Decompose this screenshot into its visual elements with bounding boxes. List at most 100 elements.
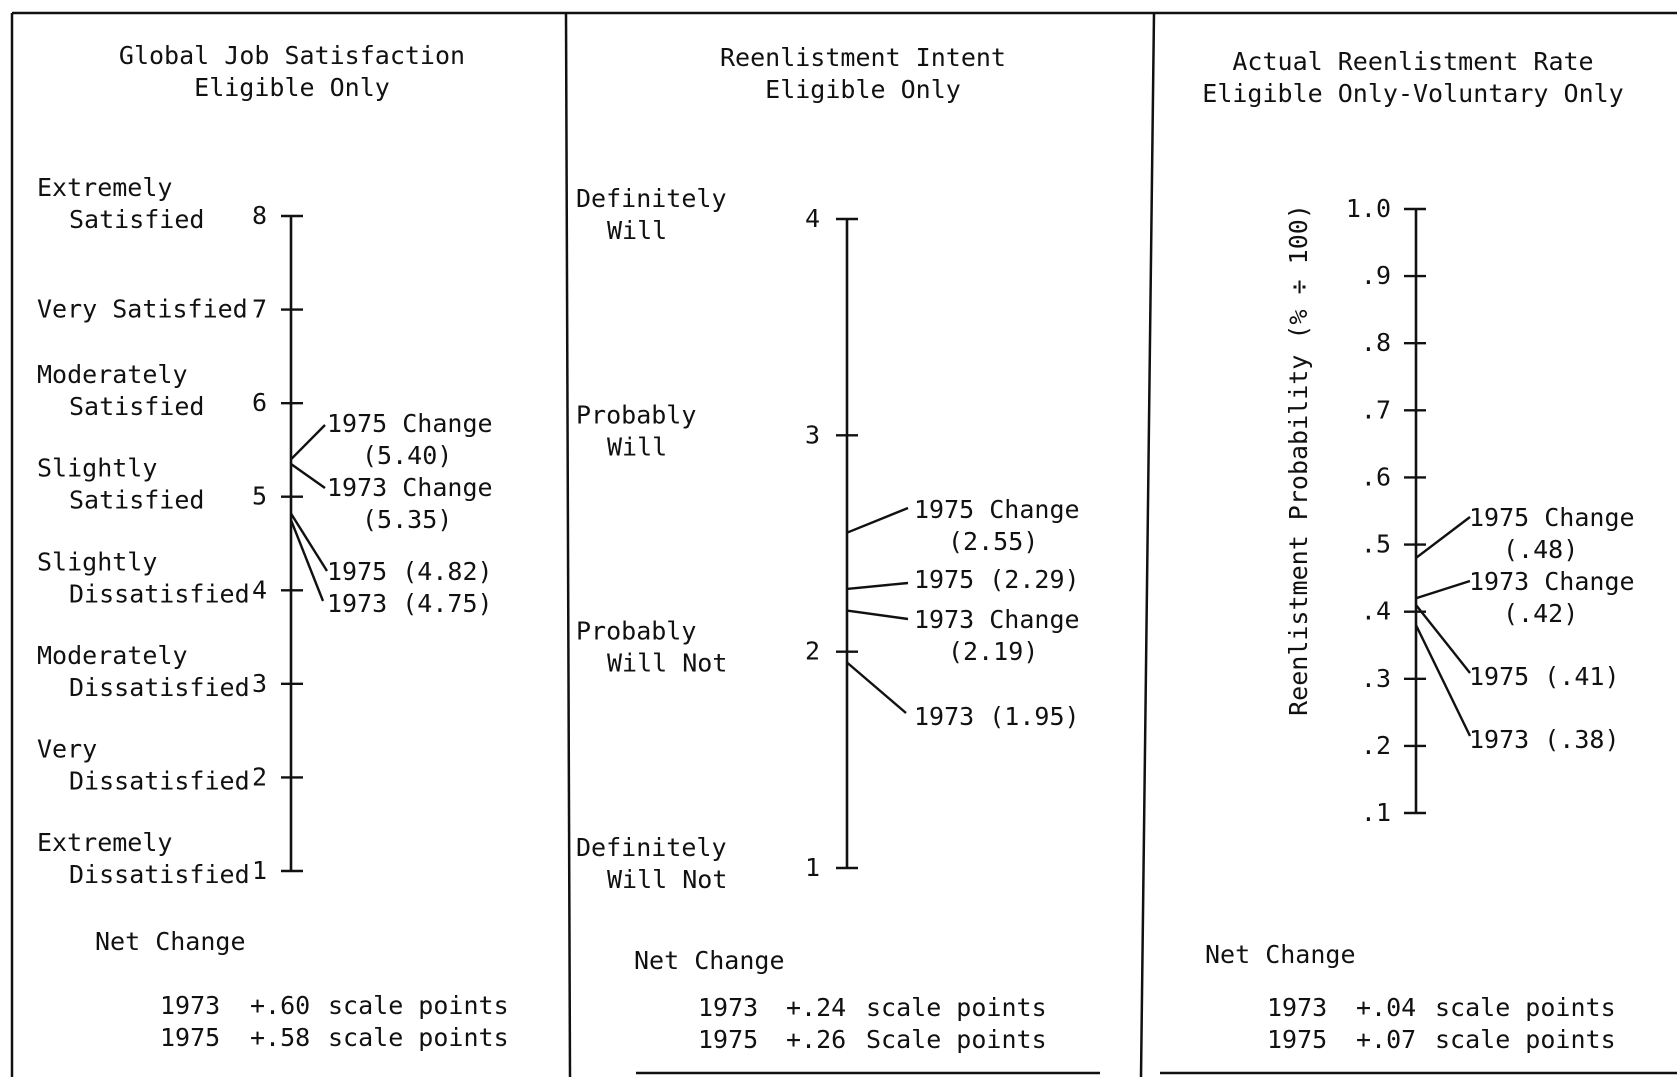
panel-3-net-change-value-1: +.04 xyxy=(1356,993,1416,1022)
panel-1-category-label-2-line-1: Very xyxy=(37,734,97,763)
panel-1-tick-label-5: 5 xyxy=(252,482,267,511)
panel-3-net-change-year-1: 1973 xyxy=(1267,993,1327,1022)
panel-1-category-label-3-line-1: Moderately xyxy=(37,641,188,670)
panel-2-category-label-4-line-1: Definitely xyxy=(576,184,727,213)
panel-1-net-change-heading: Net Change xyxy=(95,927,246,956)
panel-2-category-label-4-line-2: Will xyxy=(607,216,667,245)
panel-2-net-change-heading: Net Change xyxy=(634,946,785,975)
panel-1-point-1-label-line-1: 1975 Change xyxy=(327,409,493,438)
panel-3-tick-label-.1: .1 xyxy=(1361,798,1391,827)
panel-3-tick-label-.5: .5 xyxy=(1361,530,1391,559)
panel-3-point-1-leader xyxy=(1415,516,1471,559)
panel-1-point-1-label-line-2: (5.40) xyxy=(362,441,452,470)
panel-1-net-change-unit-2: scale points xyxy=(328,1023,509,1052)
panel-3-net-change-unit-2: scale points xyxy=(1435,1025,1616,1054)
panel-3-point-2-label-line-2: (.42) xyxy=(1503,599,1578,628)
panel-2-category-label-2-line-2: Will Not xyxy=(607,649,727,678)
panel-2-net-change-value-1: +.24 xyxy=(786,993,846,1022)
panel-1-category-label-1-line-2: Dissatisfied xyxy=(69,860,250,889)
panel-2-title-line-2: Eligible Only xyxy=(765,75,961,104)
panel-1-category-label-6-line-1: Moderately xyxy=(37,360,188,389)
panel-1-tick-label-6: 6 xyxy=(252,388,267,417)
panel-1-category-label-4-line-1: Slightly xyxy=(37,547,157,576)
panel-1-tick-label-2: 2 xyxy=(252,762,267,791)
panel-1-point-2-leader xyxy=(290,462,326,489)
panel-3-tick-label-.8: .8 xyxy=(1361,328,1391,357)
panel-2-category-label-3-line-1: Probably xyxy=(576,400,696,429)
panel-2-point-1-leader xyxy=(846,506,909,534)
panel-2-tick-label-3: 3 xyxy=(805,420,820,449)
panel-3-tick-label-.6: .6 xyxy=(1361,462,1391,491)
panel-1-category-label-8-line-1: Extremely xyxy=(37,173,172,202)
panel-3-tick-label-.7: .7 xyxy=(1361,395,1391,424)
panel-3-tick-label-.3: .3 xyxy=(1361,664,1391,693)
panel-2-net-change-unit-2: Scale points xyxy=(866,1025,1047,1054)
panel-2-point-1-label-line-1: 1975 Change xyxy=(914,495,1080,524)
panel-2-category-label-3-line-2: Will xyxy=(607,432,667,461)
panel-1-net-change-value-1: +.60 xyxy=(250,991,310,1020)
panel-1-tick-label-7: 7 xyxy=(252,295,267,324)
panel-1-net-change-year-2: 1975 xyxy=(160,1023,220,1052)
panel-1-tick-label-1: 1 xyxy=(252,856,267,885)
panel-3-net-change-heading: Net Change xyxy=(1205,940,1356,969)
panel-2-title-line-1: Reenlistment Intent xyxy=(720,43,1006,72)
panel-1-tick-label-8: 8 xyxy=(252,201,267,230)
panel-3-title-line-2: Eligible Only-Voluntary Only xyxy=(1202,79,1623,108)
panel-1-title-line-1: Global Job Satisfaction xyxy=(119,41,465,70)
panel-3-point-3-label-line-1: 1975 (.41) xyxy=(1469,662,1620,691)
panel-2-net-change-value-2: +.26 xyxy=(786,1025,846,1054)
panel-1-net-change-value-2: +.58 xyxy=(250,1023,310,1052)
panel-1-tick-label-4: 4 xyxy=(252,575,267,604)
panel-2-net-change-year-1: 1973 xyxy=(698,993,758,1022)
panel-1-net-change-unit-1: scale points xyxy=(328,991,509,1020)
panel-2-point-3-label-line-2: (2.19) xyxy=(948,637,1038,666)
panel-1-category-label-2-line-2: Dissatisfied xyxy=(69,766,250,795)
panel-1-category-label-7: Very Satisfied xyxy=(37,295,248,324)
panel-1-point-1-leader xyxy=(290,424,326,461)
panel-3-net-change-year-2: 1975 xyxy=(1267,1025,1327,1054)
panel-3-tick-label-.2: .2 xyxy=(1361,731,1391,760)
panel-2-net-change-unit-1: scale points xyxy=(866,993,1047,1022)
panel-2-category-label-1-line-1: Definitely xyxy=(576,833,727,862)
panel-1: Global Job Satisfaction Eligible Only 1 Ext… xyxy=(37,41,509,1052)
panel-2-net-change-year-2: 1975 xyxy=(698,1025,758,1054)
panel-1-tick-label-3: 3 xyxy=(252,669,267,698)
panel-3-point-3-leader xyxy=(1415,604,1471,674)
panel-3-title-line-1: Actual Reenlistment Rate xyxy=(1232,47,1593,76)
panel-2-point-2-label-line-1: 1975 (2.29) xyxy=(914,565,1080,594)
panel-2-point-4-label-line-1: 1973 (1.95) xyxy=(914,702,1080,731)
panel-1-category-label-5-line-1: Slightly xyxy=(37,454,157,483)
panel-1-point-2-label-line-1: 1973 Change xyxy=(327,473,493,502)
panel-1-point-4-leader xyxy=(289,519,325,602)
panel-1-category-label-4-line-2: Dissatisfied xyxy=(69,579,250,608)
panel-1-category-label-8-line-2: Satisfied xyxy=(69,205,204,234)
panel-1-title-line-2: Eligible Only xyxy=(194,73,390,102)
panel-1-net-change-year-1: 1973 xyxy=(160,991,220,1020)
panel-3-y-axis-label: Reenlistment Probability (% ÷ 100) xyxy=(1284,204,1313,716)
panel-2-category-label-1-line-2: Will Not xyxy=(607,865,727,894)
panel-3-point-1-label-line-2: (.48) xyxy=(1503,535,1578,564)
panel-2-point-3-label-line-1: 1973 Change xyxy=(914,605,1080,634)
panel-2-tick-label-4: 4 xyxy=(805,204,820,233)
panel-3-point-4-label-line-1: 1973 (.38) xyxy=(1469,725,1620,754)
panel-3-point-4-leader xyxy=(1414,624,1472,737)
panel-1-category-label-6-line-2: Satisfied xyxy=(69,392,204,421)
panel-divider-1 xyxy=(564,12,572,1077)
panel-2-point-4-leader xyxy=(846,661,907,714)
panel-3-net-change-unit-1: scale points xyxy=(1435,993,1616,1022)
panel-3-point-2-label-line-1: 1973 Change xyxy=(1469,567,1635,596)
panel-2-point-1-label-line-2: (2.55) xyxy=(948,527,1038,556)
panel-1-category-label-3-line-2: Dissatisfied xyxy=(69,673,250,702)
panel-divider-2 xyxy=(1139,12,1156,1077)
panel-3-tick-label-.4: .4 xyxy=(1361,597,1391,626)
panel-1-point-3-leader xyxy=(289,512,329,572)
panel-2-category-label-2-line-1: Probably xyxy=(576,617,696,646)
panel-1-category-label-5-line-2: Satisfied xyxy=(69,486,204,515)
panel-1-point-4-label-line-1: 1973 (4.75) xyxy=(327,589,493,618)
panel-3-tick-label-.9: .9 xyxy=(1361,261,1391,290)
panel-2: Reenlistment Intent Eligible Only 1 Definit… xyxy=(576,43,1080,1054)
panel-1-category-label-1-line-1: Extremely xyxy=(37,828,172,857)
panel-3-tick-label-1.0: 1.0 xyxy=(1346,194,1391,223)
panel-3-point-1-label-line-1: 1975 Change xyxy=(1469,503,1635,532)
panel-2-tick-label-1: 1 xyxy=(805,853,820,882)
